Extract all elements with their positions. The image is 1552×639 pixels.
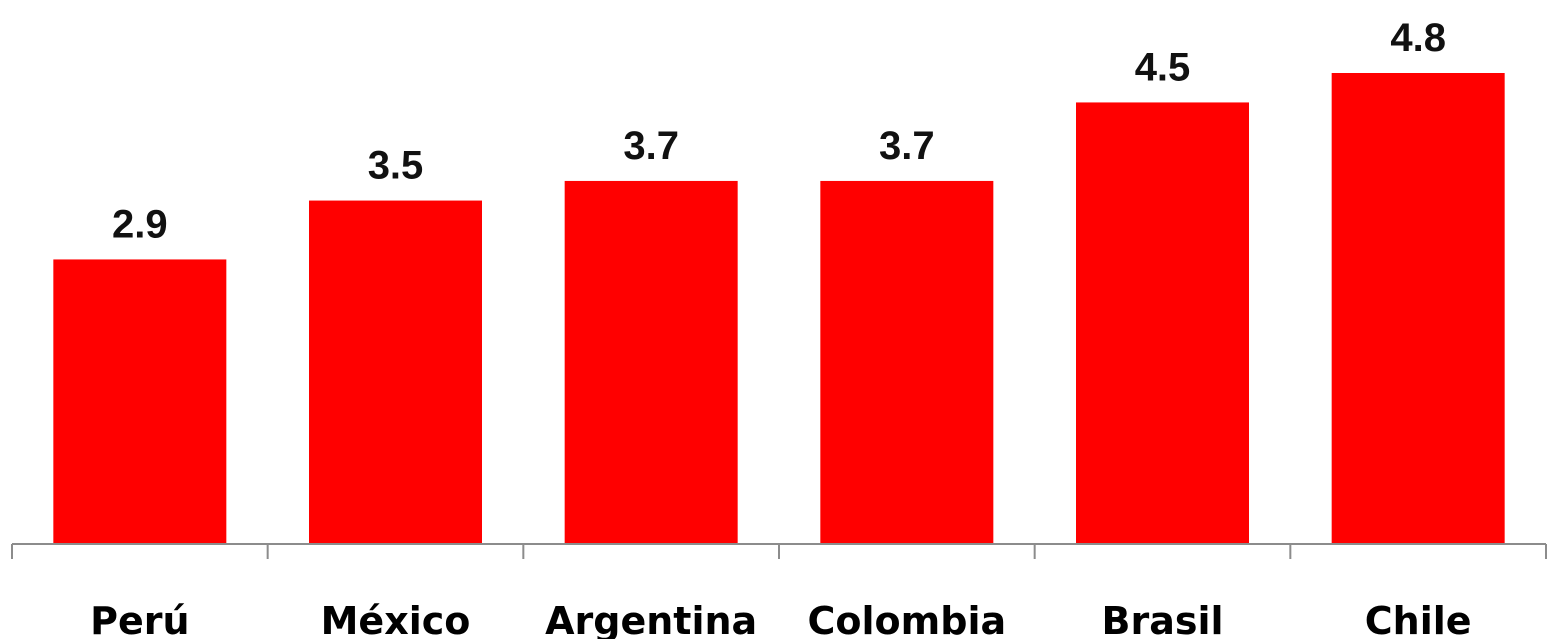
value-labels-group: 2.9 3.5 3.7 3.7 4.5 4.8 (112, 16, 1446, 246)
data-label-1: 3.5 (368, 144, 424, 188)
bar-4 (1076, 102, 1249, 544)
bar-2 (564, 180, 738, 544)
x-axis-ticks (11, 544, 1547, 559)
bars-group (53, 73, 1505, 544)
bar-1 (309, 200, 482, 544)
category-label-3: Colombia (808, 599, 1007, 639)
bar-3 (820, 180, 994, 544)
data-label-0: 2.9 (112, 202, 168, 246)
category-label-2: Argentina (545, 599, 757, 639)
bar-5 (1331, 73, 1505, 544)
category-label-0: Perú (90, 599, 189, 639)
category-label-5: Chile (1365, 599, 1472, 639)
category-label-4: Brasil (1101, 599, 1223, 639)
bar-0 (53, 259, 227, 544)
data-label-3: 3.7 (879, 124, 935, 168)
category-labels-group: Perú México Argentina Colombia Brasil Chile (90, 599, 1471, 639)
data-label-5: 4.8 (1390, 16, 1446, 60)
data-label-4: 4.5 (1135, 45, 1191, 89)
category-label-1: México (321, 599, 471, 639)
data-label-2: 3.7 (623, 124, 679, 168)
